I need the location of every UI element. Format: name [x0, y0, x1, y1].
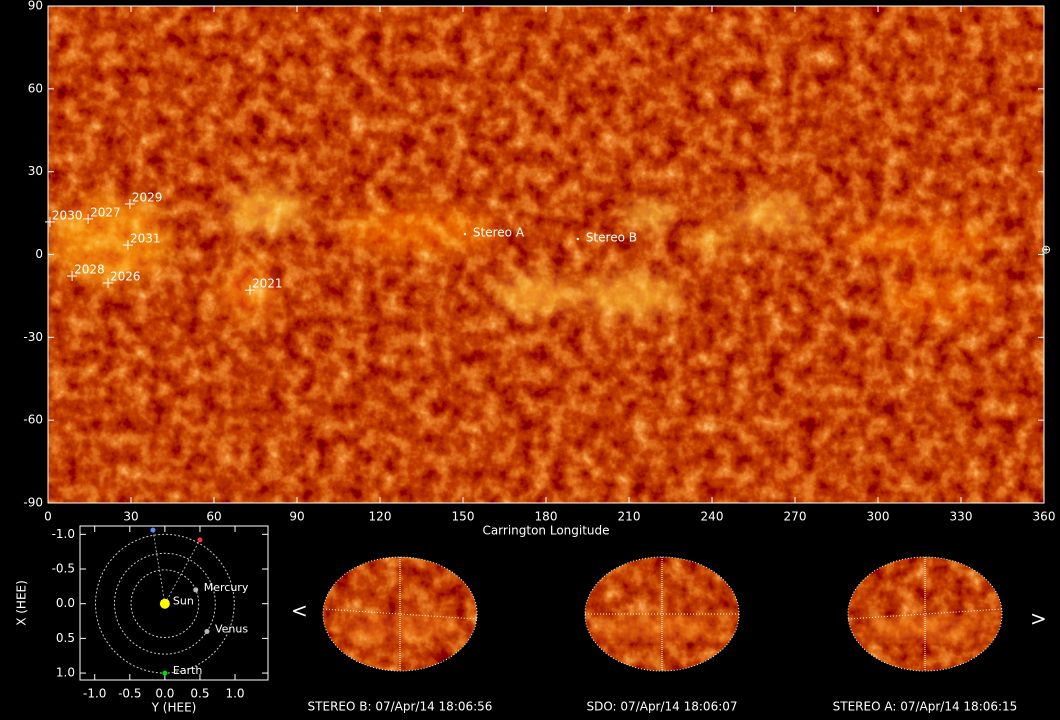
- x-tick-label: -1.0: [83, 687, 106, 701]
- x-axis-label: Y (HEE): [151, 701, 197, 715]
- body: [197, 537, 203, 543]
- x-tick-label: 330: [950, 510, 973, 524]
- dot: [463, 232, 467, 236]
- dot: [576, 237, 580, 241]
- y-tick-label: 1.0: [56, 666, 75, 680]
- x-tick-label: 0.5: [190, 687, 209, 701]
- region-label: 2031: [130, 232, 161, 246]
- region-label: 2021: [252, 277, 283, 291]
- body-label: Earth: [173, 664, 203, 677]
- disk: [847, 556, 1003, 672]
- body: [204, 628, 210, 634]
- y-tick-label: -1.0: [52, 527, 75, 541]
- y-tick-label: -90: [23, 496, 43, 510]
- region-marker: [463, 232, 467, 236]
- region-label: 2030: [52, 208, 83, 222]
- sight-line: [164, 539, 201, 604]
- orbit: [130, 569, 200, 639]
- x-axis-label: Carrington Longitude: [482, 524, 609, 538]
- x-tick-label: 360: [1033, 510, 1056, 524]
- x-tick-label: 0: [44, 510, 52, 524]
- disk-limb: [847, 556, 1003, 672]
- sight-line: [152, 530, 166, 604]
- orbit: [113, 552, 216, 655]
- body: [150, 527, 156, 533]
- body: [193, 587, 199, 593]
- x-tick-label: 300: [867, 510, 890, 524]
- body-label: Mercury: [204, 581, 249, 594]
- x-tick-label: 60: [206, 510, 221, 524]
- x-tick-label: 180: [535, 510, 558, 524]
- region-label: Stereo B: [586, 231, 637, 245]
- body: [162, 670, 168, 676]
- x-tick-label: 90: [289, 510, 304, 524]
- disk: [322, 556, 478, 672]
- x-tick-label: 150: [452, 510, 475, 524]
- disk-caption: STEREO A: 07/Apr/14 18:06:15: [833, 700, 1018, 714]
- y-axis-label: X (HEE): [15, 580, 29, 626]
- x-tick-label: 1.0: [225, 687, 244, 701]
- arrow-left[interactable]: <: [291, 599, 308, 623]
- arrow-right[interactable]: >: [1030, 607, 1047, 631]
- y-tick-label: -60: [23, 413, 43, 427]
- region-label: Stereo A: [473, 226, 525, 240]
- y-tick-label: 30: [28, 164, 43, 178]
- map-image: [48, 6, 1044, 503]
- y-tick-label: 0.5: [56, 631, 75, 645]
- region-marker: [83, 213, 94, 224]
- region-label: 2027: [90, 205, 121, 219]
- x-tick-label: 0.0: [155, 687, 174, 701]
- y-tick-label: 0.0: [56, 596, 75, 610]
- disk-caption: SDO: 07/Apr/14 18:06:07: [586, 700, 737, 714]
- orbit-frame: [79, 525, 269, 681]
- x-tick-label: 120: [369, 510, 392, 524]
- body: [159, 598, 170, 609]
- disk: [584, 556, 740, 672]
- x-tick-label: 270: [784, 510, 807, 524]
- x-tick-label: 240: [701, 510, 724, 524]
- region-marker: [244, 285, 255, 296]
- disk-caption: STEREO B: 07/Apr/14 18:06:56: [308, 700, 493, 714]
- y-tick-label: 60: [28, 81, 43, 95]
- region-marker: [103, 277, 114, 288]
- region-label: 2028: [74, 263, 105, 277]
- y-tick-label: -30: [23, 330, 43, 344]
- region-marker: [122, 240, 133, 251]
- x-tick-label: 30: [123, 510, 138, 524]
- region-marker: [67, 271, 78, 282]
- region-label: 2026: [110, 269, 141, 283]
- x-tick-label: 210: [618, 510, 641, 524]
- disk-limb: [322, 556, 478, 672]
- y-tick-label: 0: [35, 247, 43, 261]
- disks: [322, 556, 1003, 672]
- region-marker: [124, 198, 135, 209]
- x-tick-label: -0.5: [118, 687, 141, 701]
- region-marker: [576, 237, 580, 241]
- region-label: 2029: [132, 190, 163, 204]
- earth-symbol: ⊕: [1041, 243, 1051, 257]
- y-tick-label: -0.5: [52, 562, 75, 576]
- body-label: Venus: [215, 622, 248, 635]
- y-tick-label: 90: [28, 0, 43, 13]
- body-label: Sun: [173, 595, 194, 608]
- region-marker: [44, 216, 55, 227]
